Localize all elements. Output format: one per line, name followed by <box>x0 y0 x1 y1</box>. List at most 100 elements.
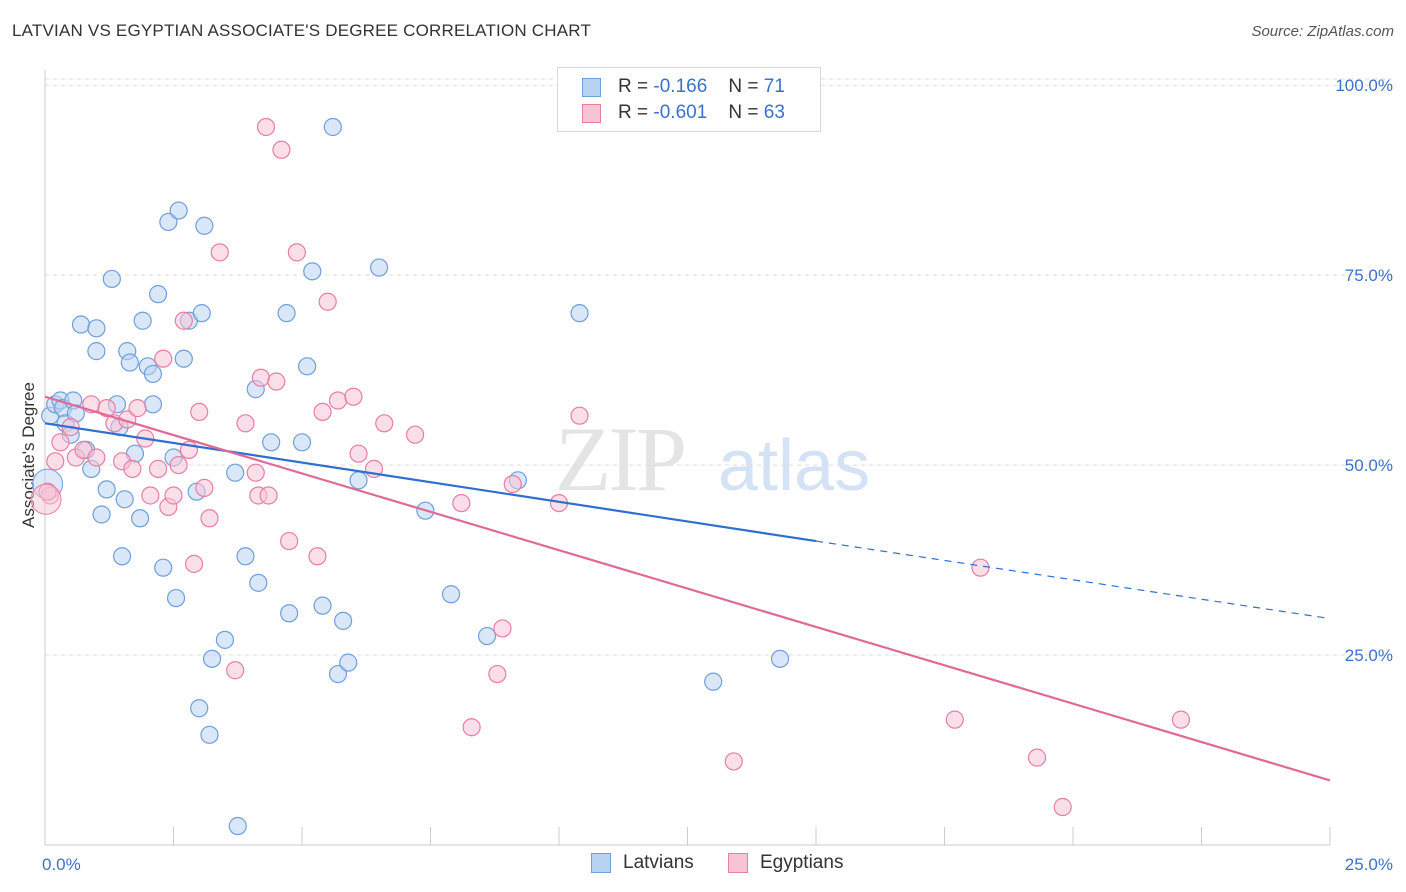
egyptian-point <box>164 486 183 505</box>
latvian-point <box>97 480 116 499</box>
latvian-point <box>169 201 188 220</box>
latvian-point <box>159 212 178 232</box>
egyptians-trend-line <box>44 395 1331 782</box>
n-value: 63 <box>763 102 785 123</box>
latvian-point <box>277 304 296 323</box>
y-tick-label: 50.0% <box>1345 456 1393 475</box>
legend-label-egyptians: Egyptians <box>760 852 844 873</box>
watermark-zip: ZIP <box>555 408 684 510</box>
latvian-point <box>704 672 723 691</box>
latvian-point <box>174 349 193 368</box>
latvian-point <box>190 699 209 718</box>
y-tick-label: 25.0% <box>1345 646 1393 665</box>
latvian-point <box>87 342 106 361</box>
egyptian-point <box>570 406 589 425</box>
egyptian-point <box>169 455 188 475</box>
latvian-point <box>130 509 150 528</box>
egyptian-point <box>462 718 481 737</box>
latvian-point <box>115 490 134 509</box>
latvian-point <box>280 604 299 623</box>
egyptian-point <box>236 414 255 433</box>
latvian-point <box>477 626 497 646</box>
latvians-trend-line <box>44 422 817 543</box>
egyptian-point <box>344 387 363 406</box>
egyptian-point <box>493 619 512 638</box>
egyptian-point <box>318 292 337 311</box>
egyptian-point <box>190 402 209 422</box>
trend-lines <box>44 395 1331 782</box>
latvian-point <box>370 258 389 277</box>
latvian-point <box>202 649 222 668</box>
egyptian-point <box>308 547 327 566</box>
legend-swatch-egyptians <box>582 104 601 123</box>
latvian-point <box>262 433 281 452</box>
latvian-point <box>192 304 211 323</box>
grid-lines <box>45 78 1392 656</box>
latvian-point <box>298 357 317 376</box>
egyptian-point <box>128 399 147 418</box>
latvian-point <box>148 285 168 304</box>
latvian-point <box>154 558 173 577</box>
y-tick-label: 75.0% <box>1345 266 1393 285</box>
egyptian-point <box>195 478 214 497</box>
egyptian-point <box>30 483 62 515</box>
legend-swatch-latvians <box>591 853 611 873</box>
latvian-point <box>236 547 255 566</box>
x-tick-label: 0.0% <box>42 855 81 874</box>
egyptian-point <box>184 554 204 573</box>
latvian-point <box>313 596 332 615</box>
egyptian-point <box>154 349 173 368</box>
egyptian-point <box>251 368 270 387</box>
egyptian-point <box>1171 710 1191 729</box>
egyptian-point <box>313 402 332 422</box>
latvian-point <box>328 664 348 684</box>
egyptian-point <box>349 444 368 463</box>
latvian-point <box>334 611 353 630</box>
latvian-point <box>143 395 163 414</box>
latvian-point <box>292 433 312 452</box>
egyptian-point <box>141 486 160 505</box>
r-value: -0.601 <box>653 102 708 123</box>
latvian-point <box>71 315 91 334</box>
source-credit: Source: ZipAtlas.com <box>1251 23 1394 40</box>
latvian-point <box>133 311 152 330</box>
egyptian-point <box>1053 797 1072 817</box>
latvians-trend-extension <box>815 540 1331 620</box>
latvian-point <box>195 216 214 235</box>
watermark: ZIP atlas <box>555 408 870 510</box>
latvian-point <box>112 547 132 566</box>
y-tick-labels: 25.0% 50.0% 75.0% 100.0% <box>1335 76 1393 665</box>
egyptian-point <box>174 311 193 330</box>
latvian-point <box>143 364 163 384</box>
latvian-point <box>215 630 234 649</box>
egyptian-point <box>328 391 348 410</box>
egyptian-point <box>503 474 522 494</box>
egyptian-point <box>1027 748 1047 767</box>
latvian-point <box>303 262 322 281</box>
watermark-atlas: atlas <box>718 426 870 506</box>
latvian-point <box>120 353 139 372</box>
egyptian-point <box>210 243 229 262</box>
latvian-point <box>102 269 121 289</box>
egyptian-point <box>97 399 116 418</box>
y-tick-label: 100.0% <box>1335 76 1393 95</box>
egyptian-point <box>375 414 394 433</box>
latvian-point <box>228 816 247 836</box>
egyptian-point <box>46 452 65 471</box>
egyptian-point <box>724 752 743 771</box>
x-tick-labels: 0.0% 25.0% <box>42 855 1393 874</box>
egyptian-point <box>267 372 286 391</box>
latvian-point <box>226 463 245 482</box>
egyptian-point <box>280 531 299 551</box>
axes <box>44 70 1331 846</box>
latvian-point <box>200 725 219 744</box>
legend-swatch-latvians <box>582 78 601 97</box>
n-label: N = <box>728 102 759 123</box>
egyptians-points <box>30 117 1191 817</box>
n-label: N = <box>728 76 759 97</box>
latvian-point <box>92 505 111 524</box>
egyptian-point <box>51 433 70 452</box>
egyptian-point <box>226 661 245 680</box>
egyptian-point <box>971 558 990 577</box>
